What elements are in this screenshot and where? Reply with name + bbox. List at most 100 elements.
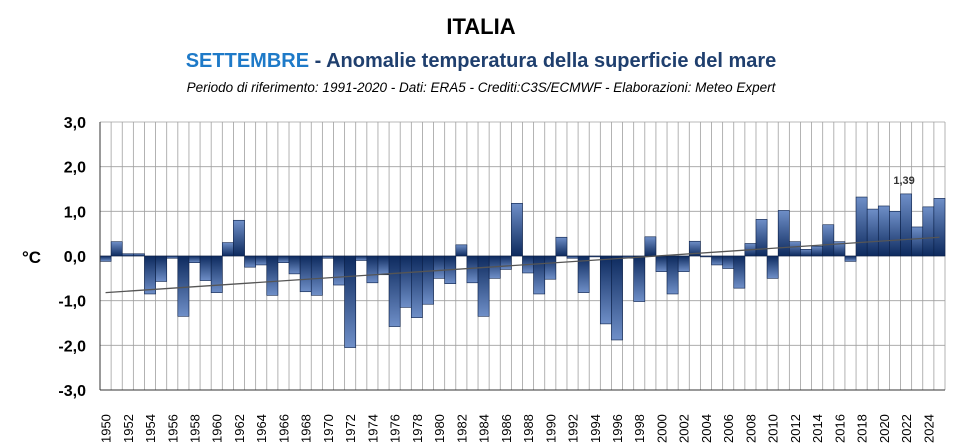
x-tick-label: 1970	[321, 414, 336, 443]
bar-2017	[844, 255, 857, 262]
subtitle-text: - Anomalie temperatura della superficie …	[309, 50, 777, 72]
x-tick-label: 2010	[766, 414, 781, 443]
bar-1964	[255, 255, 268, 266]
x-tick-label: 1998	[632, 414, 647, 443]
bar-2000	[655, 255, 668, 272]
bar-1961	[222, 242, 234, 257]
x-tick-label: 2012	[788, 414, 803, 443]
bar-1998	[633, 255, 646, 302]
bar-2003	[688, 240, 701, 257]
bar-2006	[722, 255, 735, 269]
x-tick-label: 2024	[921, 414, 936, 443]
x-tick-label: 1966	[276, 414, 291, 443]
bar-1976	[388, 255, 401, 327]
x-tick-label: 1964	[254, 414, 269, 443]
x-tick-label: 2004	[699, 414, 714, 443]
x-tick-label: 2006	[721, 414, 736, 443]
bar-1975	[377, 255, 390, 276]
bar-2015	[822, 224, 835, 257]
bar-2010	[766, 255, 779, 279]
bar-2018	[855, 196, 868, 257]
bar-1987	[511, 202, 523, 257]
bar-1990	[544, 255, 557, 280]
x-tick-label: 1992	[566, 414, 581, 443]
bar-1994	[588, 255, 601, 258]
bar-1969	[310, 255, 323, 296]
bar-1960	[210, 255, 223, 293]
bar-1957	[177, 255, 190, 317]
bar-2007	[733, 255, 746, 289]
bar-1968	[299, 255, 312, 293]
trend-line	[105, 236, 940, 294]
y-tick-label: -2,0	[58, 338, 86, 355]
bar-1979	[422, 255, 434, 305]
x-tick-label: 1956	[165, 414, 180, 443]
bar-1980	[433, 255, 445, 279]
y-tick-label: 2,0	[64, 160, 86, 177]
bar-2021	[889, 211, 901, 257]
bar-1954	[144, 255, 156, 295]
x-tick-label: 2016	[832, 414, 847, 443]
bar-1956	[166, 255, 179, 259]
bar-1982	[455, 244, 468, 257]
bar-1989	[533, 255, 546, 295]
linear-trend-line	[105, 236, 940, 294]
bar-1996	[611, 255, 623, 341]
bar-2014	[811, 245, 823, 257]
y-tick-label: 0,0	[64, 249, 86, 266]
bar-1999	[644, 236, 657, 257]
bar-2005	[711, 255, 723, 266]
x-tick-label: 1972	[343, 414, 358, 443]
y-tick-label: -3,0	[58, 383, 86, 400]
bar-1966	[277, 255, 290, 263]
bar-1978	[411, 255, 423, 318]
bar-2025	[933, 198, 946, 257]
bar-1967	[288, 255, 301, 275]
bar-2019	[866, 208, 879, 257]
x-tick-label: 1958	[188, 414, 203, 443]
x-tick-label: 1950	[99, 414, 114, 443]
x-tick-label: 1980	[432, 414, 447, 443]
bar-1951	[110, 241, 123, 257]
bar-1992	[566, 255, 579, 259]
bars	[99, 193, 946, 348]
x-tick-label: 2018	[855, 414, 870, 443]
bar-2024	[922, 206, 935, 257]
bar-1950	[99, 255, 112, 262]
bar-1953	[133, 253, 145, 257]
y-axis-label: °C	[22, 248, 41, 267]
x-tick-label: 2022	[899, 414, 914, 443]
x-tick-label: 1996	[610, 414, 625, 443]
bar-1991	[555, 236, 568, 257]
bar-2013	[800, 249, 812, 257]
chart-subtitle: SETTEMBRE - Anomalie temperatura della s…	[0, 50, 962, 73]
bar-1958	[188, 255, 201, 263]
axes	[99, 122, 945, 391]
bar-2011	[777, 210, 790, 257]
x-tick-label: 1984	[477, 414, 492, 443]
bar-1984	[477, 255, 490, 317]
bar-2022	[900, 193, 912, 257]
bar-2001	[666, 255, 679, 295]
x-tick-label: 2008	[743, 414, 758, 443]
bar-2012	[789, 241, 801, 257]
x-tick-label: 1988	[521, 414, 536, 443]
y-tick-label: 1,0	[64, 204, 86, 221]
bar-1993	[577, 255, 590, 293]
subtitle-month: SETTEMBRE	[185, 50, 310, 72]
bar-1962	[233, 219, 245, 257]
x-tick-label: 1978	[410, 414, 425, 443]
x-tick-label: 2000	[654, 414, 669, 443]
bar-1952	[121, 253, 134, 257]
x-tick-label: 1960	[210, 414, 225, 443]
x-tick-label: 1990	[543, 414, 558, 443]
y-tick-label: -1,0	[58, 294, 86, 311]
x-tick-label: 1954	[143, 414, 158, 443]
x-tick-label: 2002	[677, 414, 692, 443]
bar-1959	[199, 255, 212, 281]
bar-2004	[700, 255, 712, 258]
bar-1995	[600, 255, 612, 325]
bar-1973	[355, 255, 368, 261]
bar-1983	[466, 255, 479, 284]
